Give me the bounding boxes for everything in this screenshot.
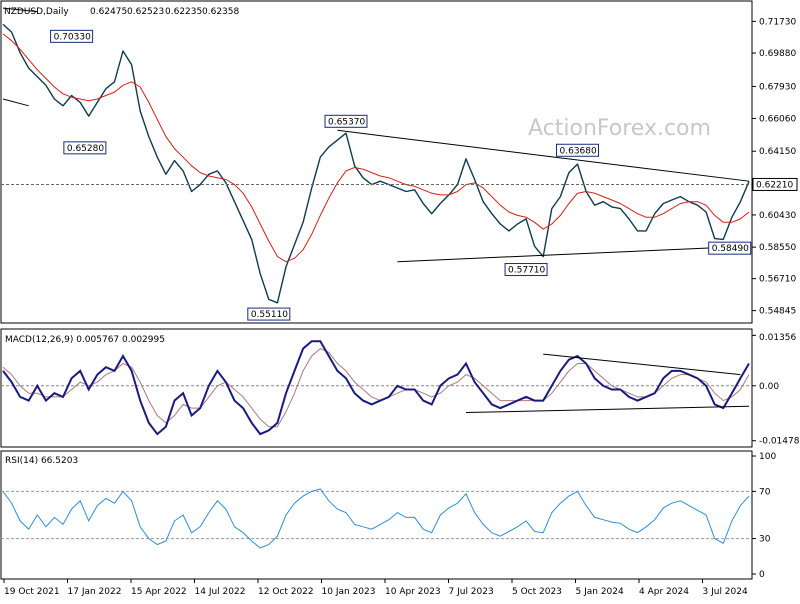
x-axis-label: 12 Oct 2022 [258, 587, 314, 597]
moving-average-line [2, 33, 750, 263]
price-annotation: 0.70330 [50, 29, 94, 43]
x-axis-label: 19 Oct 2021 [4, 587, 60, 597]
macd-y-axis: 0.01356 0.00 -0.014783 [752, 333, 800, 447]
price-annotation: 0.63680 [556, 143, 600, 157]
price-annotation-box [708, 241, 752, 255]
price-annotation-label: 0.70330 [54, 32, 91, 42]
price-trendline [397, 245, 750, 263]
price-axis-label: 0.64150 [759, 147, 796, 157]
header-value-close: 0.62358 [202, 7, 239, 17]
price-annotation-label: 0.65280 [67, 144, 104, 154]
current-price-tag [752, 177, 798, 191]
price-trendline [337, 129, 750, 182]
header-value-low: 0.62235 [165, 7, 202, 17]
x-axis-label: 17 Jan 2022 [68, 587, 122, 597]
price-annotation: 0.58490 [708, 241, 752, 255]
macd-title: MACD(12,26,9) 0.005767 0.002995 [5, 335, 165, 345]
price-annotation: 0.57710 [504, 263, 548, 277]
price-annotation-box [50, 29, 94, 43]
x-axis-label: 7 Jul 2023 [449, 587, 494, 597]
price-y-axis: 0.71730 0.69880 0.67930 0.66060 0.64150 0.604… [752, 17, 798, 317]
price-axis-label: 0.58550 [759, 243, 796, 253]
rsi-axis-label: 70 [759, 487, 771, 497]
rsi-title: RSI(14) 66.5203 [5, 456, 78, 466]
header-value-open: 0.62475 [90, 7, 127, 17]
watermark: ActionForex.com [528, 116, 711, 141]
x-axis-label: 10 Jan 2023 [322, 587, 376, 597]
price-title: NZDUSD,Daily [4, 7, 69, 17]
rsi-pane-frame [0, 450, 753, 580]
macd-axis-label: 0.00 [759, 382, 779, 392]
price-axis-label: 0.67930 [759, 82, 796, 92]
price-annotation-label: 0.58490 [712, 244, 749, 254]
price-pane: ActionForex.com 0.70330 0.65280 0.55110 0.6… [0, 0, 753, 324]
rsi-axis-label: 0 [759, 570, 765, 580]
x-axis-label: 5 Oct 2023 [512, 587, 562, 597]
x-axis-label: 10 Apr 2023 [385, 587, 441, 597]
price-annotation: 0.55110 [247, 307, 291, 321]
x-axis-label: 14 Jul 2022 [195, 587, 246, 597]
macd-pane: MACD(12,26,9) 0.005767 0.002995 [0, 328, 753, 448]
macd-trendline [466, 405, 750, 414]
price-annotation-label: 0.55110 [251, 310, 288, 320]
x-axis-label: 3 Jul 2024 [703, 587, 748, 597]
rsi-axis-label: 100 [759, 452, 776, 462]
price-annotation-box [556, 143, 600, 157]
price-annotation-label: 0.57710 [508, 266, 545, 276]
rsi-line [2, 488, 750, 549]
price-annotation-box [324, 114, 368, 128]
x-axis-label: 4 Apr 2024 [639, 587, 689, 597]
price-axis-label: 0.56710 [759, 275, 796, 285]
price-annotation-box [63, 141, 107, 155]
price-trendline [2, 98, 29, 107]
price-axis-label: 0.71730 [759, 17, 796, 27]
rsi-y-axis: 100 70 30 0 [752, 452, 776, 580]
macd-pane-frame [0, 328, 753, 448]
macd-axis-label: -0.014783 [759, 437, 800, 447]
price-axis-label: 0.60430 [759, 211, 796, 221]
macd-axis-label: 0.01356 [759, 333, 796, 343]
price-pane-frame [0, 0, 753, 324]
current-price-label: 0.62210 [756, 180, 793, 190]
price-annotation-label: 0.65370 [328, 117, 365, 127]
price-axis-label: 0.69880 [759, 49, 796, 59]
price-annotation: 0.65280 [63, 141, 107, 155]
x-axis-label: 15 Apr 2022 [131, 587, 187, 597]
x-axis-label: 5 Jan 2024 [576, 587, 624, 597]
date-x-axis: 19 Oct 2021 17 Jan 2022 15 Apr 2022 14 Jul … [3, 579, 748, 597]
price-annotation-label: 0.63680 [560, 146, 597, 156]
price-annotation-box [247, 307, 291, 321]
macd-trendline [543, 353, 741, 376]
price-axis-label: 0.66060 [759, 114, 796, 124]
price-annotation-box [504, 263, 548, 277]
price-trendline [2, 7, 38, 13]
header-value-high: 0.62523 [127, 7, 164, 17]
price-series-line [2, 23, 750, 304]
price-axis-label: 0.54845 [759, 307, 796, 317]
rsi-pane: RSI(14) 66.5203 [0, 450, 753, 580]
price-annotation: 0.65370 [324, 114, 368, 128]
macd-main-line [2, 340, 750, 436]
rsi-axis-label: 30 [759, 535, 771, 545]
